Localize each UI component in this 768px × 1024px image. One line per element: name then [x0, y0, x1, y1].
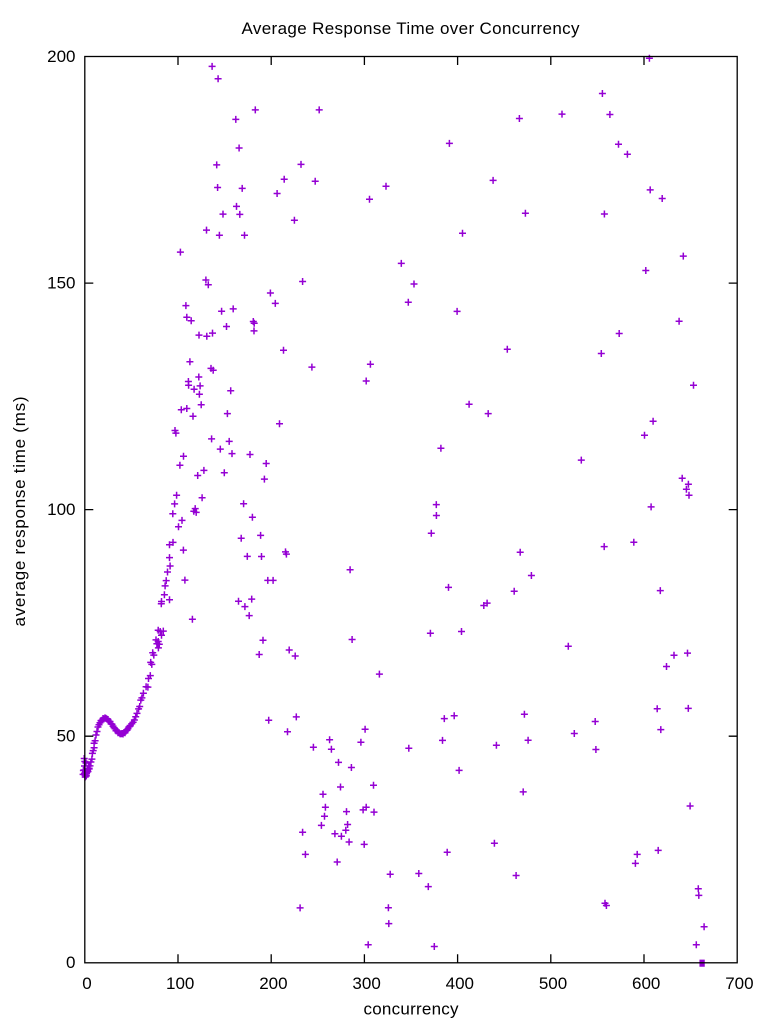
svg-text:50: 50 [57, 727, 76, 746]
svg-text:500: 500 [539, 974, 567, 993]
svg-text:100: 100 [166, 974, 194, 993]
svg-text:100: 100 [47, 500, 75, 519]
svg-text:200: 200 [47, 47, 75, 66]
svg-text:300: 300 [352, 974, 380, 993]
svg-text:600: 600 [632, 974, 660, 993]
svg-text:200: 200 [259, 974, 287, 993]
svg-text:150: 150 [47, 273, 75, 292]
svg-text:0: 0 [66, 953, 75, 972]
svg-text:0: 0 [82, 974, 91, 993]
svg-text:average response time (ms): average response time (ms) [10, 397, 29, 627]
svg-text:Average Response Time over Con: Average Response Time over Concurrency [242, 19, 581, 38]
svg-text:concurrency: concurrency [364, 1000, 460, 1019]
svg-text:400: 400 [446, 974, 474, 993]
svg-text:700: 700 [725, 974, 753, 993]
